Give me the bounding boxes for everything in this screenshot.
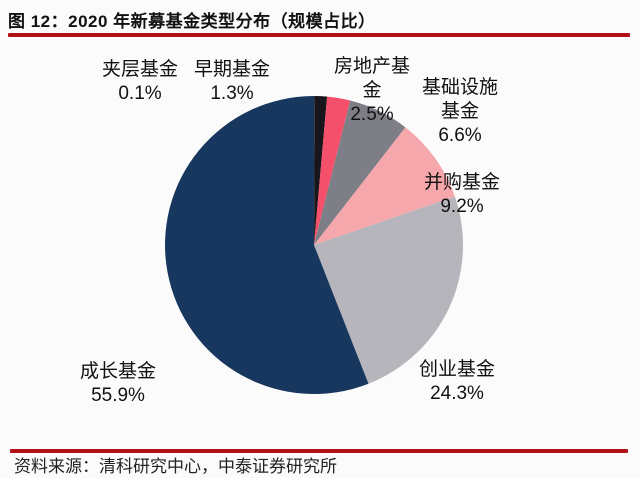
slice-label-name: 房地产基金 <box>333 56 410 101</box>
pie-slice-4 <box>314 127 455 245</box>
slice-label-value: 2.5% <box>350 104 394 125</box>
slice-label-value: 6.6% <box>438 125 482 146</box>
pie-slice-3 <box>314 100 406 246</box>
slice-label-value: 55.9% <box>91 385 145 406</box>
slice-label-name: 成长基金 <box>79 361 156 382</box>
slice-label-mezzanine-fund: 夹层基金 0.1% <box>90 58 190 106</box>
slice-label-early-stage-fund: 早期基金 1.3% <box>182 58 282 106</box>
pie-slice-5 <box>314 196 463 384</box>
slice-label-name: 早期基金 <box>193 59 270 80</box>
slice-label-value: 0.1% <box>118 83 162 104</box>
slice-label-real-estate-fund: 房地产基金 2.5% <box>328 55 416 127</box>
figure-page: { "title": "图 12：2020 年新募基金类型分布（规模占比）", … <box>8 12 630 476</box>
pie-chart <box>165 95 463 395</box>
slice-label-name: 夹层基金 <box>101 59 178 80</box>
bottom-rule <box>10 449 628 453</box>
slice-label-venture-fund: 创业基金 24.3% <box>406 358 508 406</box>
pie-slice-6 <box>165 96 369 395</box>
slice-label-growth-fund: 成长基金 55.9% <box>67 360 169 408</box>
slice-label-value: 1.3% <box>210 83 254 104</box>
slice-label-name: 创业基金 <box>418 359 495 380</box>
pie-slice-1 <box>314 96 328 245</box>
slice-label-ma-fund: 并购基金 9.2% <box>412 171 512 219</box>
slice-label-value: 9.2% <box>440 196 484 217</box>
pie-slice-2 <box>314 96 351 245</box>
slice-label-name: 基础设施基金 <box>421 77 498 122</box>
pie-slice-0 <box>314 95 315 245</box>
figure-title: 图 12：2020 年新募基金类型分布（规模占比） <box>8 12 376 31</box>
slice-label-value: 24.3% <box>430 383 484 404</box>
source-note: 资料来源：清科研究中心，中泰证券研究所 <box>14 457 337 476</box>
title-underline <box>8 33 630 37</box>
slice-label-name: 并购基金 <box>423 172 500 193</box>
slice-label-infrastructure-fund: 基础设施基金 6.6% <box>416 76 504 148</box>
